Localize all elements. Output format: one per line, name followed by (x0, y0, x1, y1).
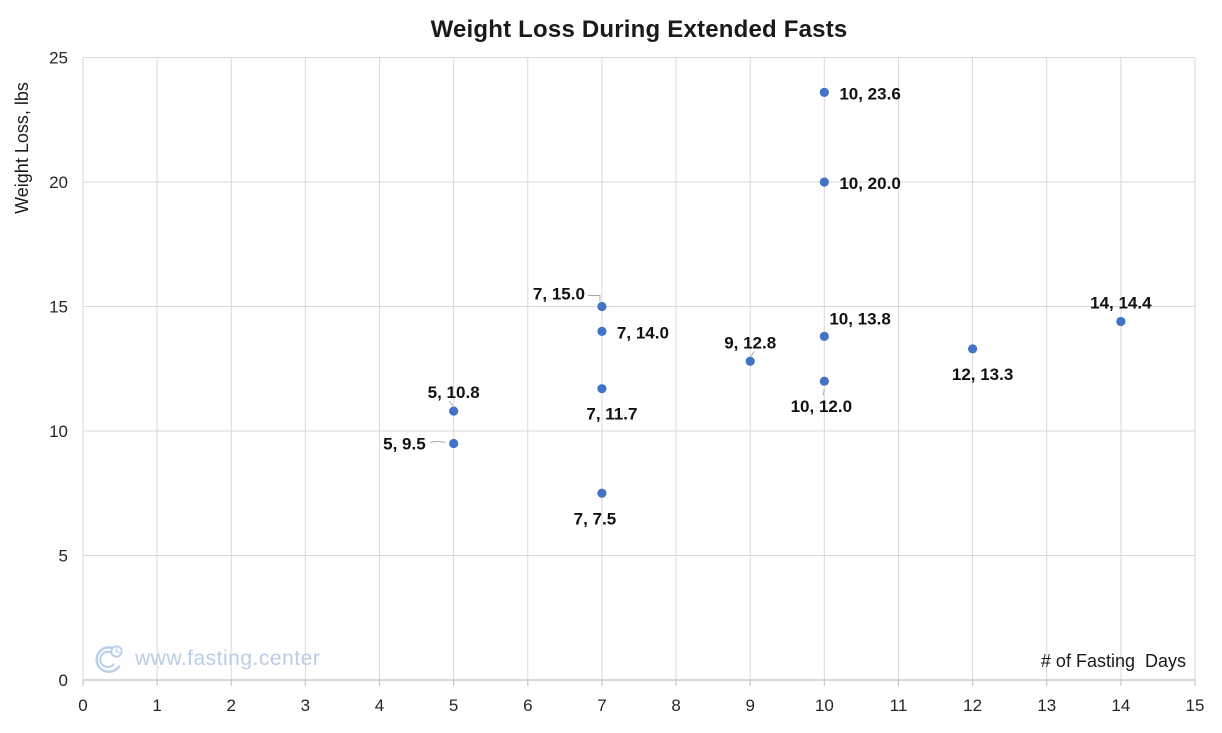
data-point-label: 12, 13.3 (952, 365, 1013, 384)
label-leader-line (587, 295, 601, 302)
data-point-label: 14, 14.4 (1090, 293, 1152, 312)
data-point (449, 438, 459, 449)
y-axis-title: Weight Loss, lbs (12, 82, 32, 214)
chart-title: Weight Loss During Extended Fasts (430, 16, 848, 43)
data-point (745, 356, 755, 366)
data-point-label: 5, 10.8 (428, 383, 480, 402)
x-tick-label: 0 (78, 696, 87, 715)
x-tick-label: 4 (375, 696, 384, 715)
y-tick-label: 20 (49, 173, 68, 192)
label-leader-line (750, 351, 755, 357)
label-leader-line (822, 389, 825, 396)
data-point-label: 7, 11.7 (586, 405, 637, 424)
x-axis-title: # of Fasting Days (1040, 651, 1186, 671)
data-point (819, 177, 829, 187)
data-point (597, 326, 607, 336)
x-tick-label: 2 (227, 696, 236, 715)
y-tick-label: 0 (59, 671, 68, 690)
data-point-label: 7, 15.0 (533, 285, 585, 304)
data-point (1116, 316, 1126, 327)
x-tick-label: 8 (671, 696, 680, 715)
data-point (449, 406, 459, 416)
x-tick-label: 10 (815, 696, 834, 715)
data-point (968, 344, 978, 354)
data-point-label: 7, 14.0 (617, 323, 669, 342)
x-tick-label: 11 (890, 696, 908, 715)
y-tick-label: 15 (49, 298, 68, 317)
data-point-label: 9, 12.8 (724, 333, 776, 352)
fasting-center-logo-icon (95, 645, 123, 673)
x-tick-label: 14 (1111, 696, 1130, 715)
data-point (597, 301, 607, 312)
data-point-label: 7, 7.5 (574, 509, 617, 528)
data-point-label: 10, 13.8 (829, 309, 890, 328)
data-point (819, 331, 829, 341)
data-point (597, 488, 607, 498)
y-tick-label: 10 (49, 422, 68, 441)
watermark-text: www.fasting.center (135, 647, 321, 670)
data-point-label: 10, 23.6 (839, 84, 900, 103)
x-tick-label: 6 (523, 696, 532, 715)
data-point-label: 10, 12.0 (791, 397, 852, 416)
x-tick-label: 7 (597, 696, 606, 715)
x-tick-label: 1 (152, 696, 161, 715)
y-tick-label: 25 (49, 49, 68, 68)
data-point (597, 384, 607, 394)
watermark: www.fasting.center (92, 642, 320, 676)
x-tick-label: 5 (449, 696, 458, 715)
data-point-label: 10, 20.0 (839, 174, 900, 193)
x-tick-label: 13 (1037, 696, 1056, 715)
x-tick-label: 15 (1186, 696, 1205, 715)
x-tick-label: 3 (301, 696, 310, 715)
data-point (819, 87, 829, 97)
y-tick-label: 5 (59, 547, 68, 566)
label-leader-line (429, 440, 446, 443)
x-tick-label: 12 (963, 696, 982, 715)
label-leader-line (449, 400, 454, 407)
data-point (819, 376, 829, 386)
x-tick-label: 9 (745, 696, 754, 715)
data-point-label: 5, 9.5 (383, 434, 426, 453)
